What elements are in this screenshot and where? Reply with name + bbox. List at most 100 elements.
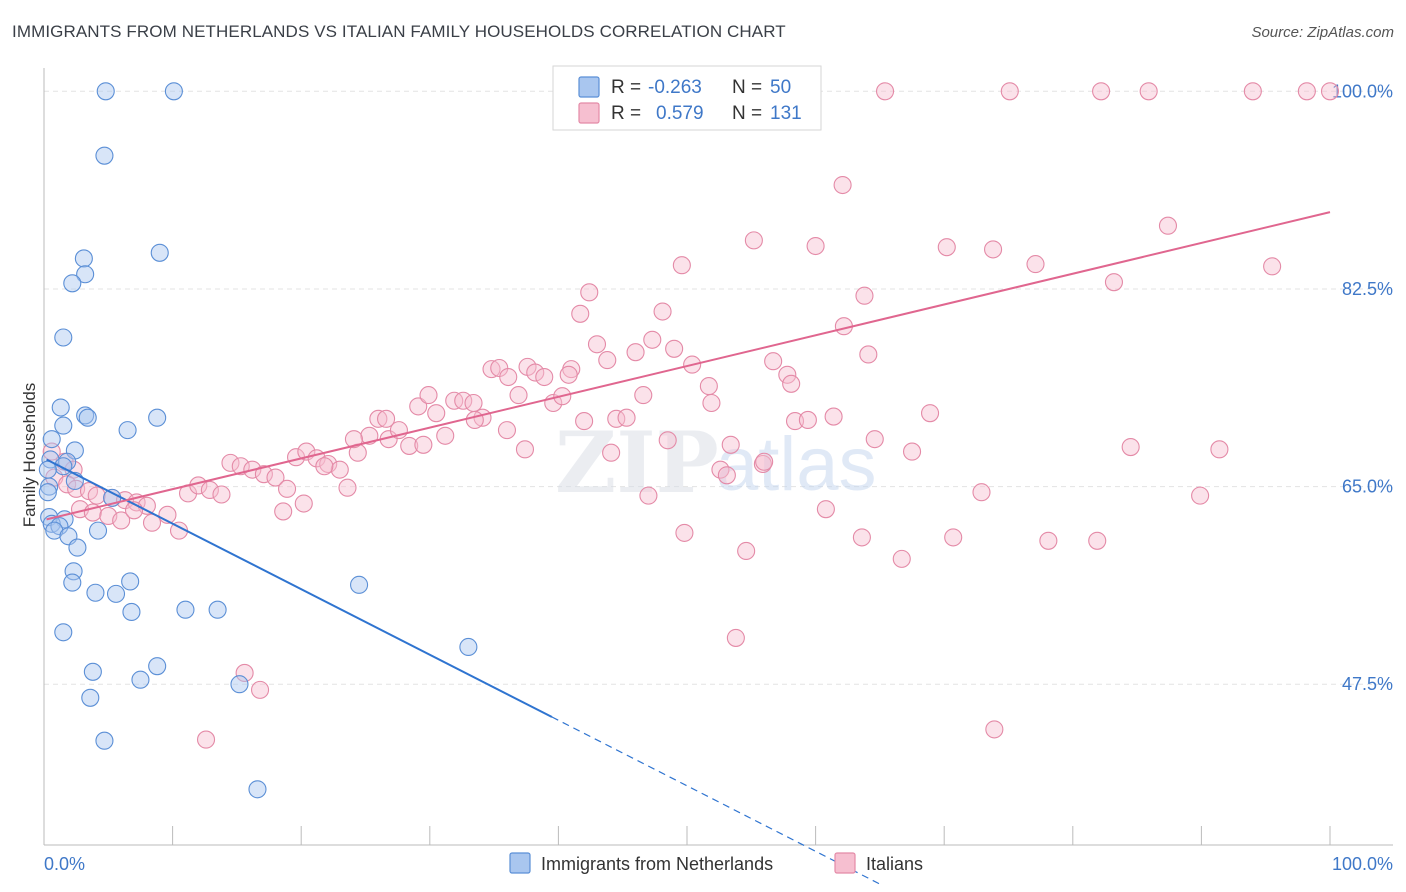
italians-point-112	[1320, 82, 1340, 101]
italians-point-109	[1243, 82, 1262, 101]
italians-point-106	[1121, 438, 1140, 457]
italians-point-78	[726, 628, 745, 647]
italians-point-111	[1297, 82, 1316, 101]
italians-point-121	[414, 435, 433, 454]
italians-point-88	[833, 175, 852, 195]
netherlands-point-13	[118, 421, 137, 440]
italians-point-92	[875, 82, 895, 101]
italians-point-117	[294, 494, 313, 513]
italians-point-75	[702, 393, 721, 413]
italians-point-83	[778, 365, 797, 384]
netherlands-point-0	[96, 82, 115, 101]
stats-legend: R = -0.263 N = 50 R = 0.579 N = 131	[552, 65, 822, 131]
italians-point-61	[580, 283, 599, 302]
italians-point-45	[436, 426, 455, 445]
y-tick-label-0: 47.5%	[1342, 674, 1393, 694]
netherlands-point-48	[95, 731, 114, 750]
italians-point-53	[509, 386, 528, 405]
netherlands-point-12	[54, 416, 73, 435]
italians-point-127	[602, 443, 621, 462]
italians-point-101	[1088, 531, 1107, 550]
x-tick-label-0: 0.0%	[44, 854, 85, 874]
legend-n-value-2: 131	[770, 103, 802, 124]
legend-swatch-pink	[578, 102, 600, 124]
italians-point-99	[1026, 255, 1045, 274]
italians-point-86	[806, 236, 825, 256]
italians-point-80	[744, 231, 763, 250]
trend-line-netherlands	[46, 458, 553, 718]
source-credit: Source: ZipAtlas.com	[1251, 24, 1394, 41]
italians-point-77	[717, 466, 736, 485]
italians-point-91	[859, 345, 878, 364]
netherlands-point-33	[121, 572, 140, 591]
legend-r-label-2: R =	[611, 103, 641, 124]
legend-r-value-1: -0.263	[648, 77, 702, 98]
italians-point-60	[571, 304, 590, 323]
italians-point-25	[231, 457, 250, 476]
italians-point-72	[672, 256, 691, 275]
y-tick-label-3: 100.0%	[1332, 81, 1393, 101]
netherlands-point-3	[150, 243, 169, 262]
italians-point-126	[575, 412, 594, 431]
italians-point-90	[855, 286, 874, 305]
netherlands-point-4	[74, 249, 93, 268]
gridlines	[44, 90, 1393, 685]
italians-point-104	[1139, 82, 1158, 101]
italians-point-100	[1039, 531, 1058, 550]
netherlands-point-2	[95, 146, 114, 165]
netherlands-point-38	[208, 600, 227, 619]
bottom-legend: Immigrants from Netherlands Italians	[509, 852, 923, 874]
series-italians	[42, 82, 1340, 749]
italians-point-68	[643, 330, 662, 349]
italians-point-122	[465, 410, 484, 430]
netherlands-point-34	[63, 573, 82, 592]
netherlands-point-7	[54, 328, 73, 347]
legend-r-label-1: R =	[611, 77, 641, 98]
italians-point-85	[798, 410, 817, 430]
italians-point-107	[1191, 486, 1210, 505]
italians-point-134	[865, 430, 884, 449]
x-tick-label-1: 100.0%	[1332, 854, 1393, 874]
italians-point-94	[902, 442, 922, 461]
italians-point-116	[274, 502, 293, 521]
italians-point-73	[675, 523, 694, 542]
italians-point-38	[369, 409, 388, 428]
italians-point-50	[482, 360, 501, 379]
netherlands-point-45	[131, 670, 150, 689]
italians-point-63	[598, 351, 617, 370]
italians-point-71	[658, 431, 677, 450]
netherlands-point-47	[81, 688, 100, 707]
bottom-legend-swatch-pink	[834, 852, 856, 874]
netherlands-point-37	[176, 600, 195, 619]
italians-point-44	[427, 404, 446, 423]
italians-point-119	[344, 430, 363, 449]
italians-point-102	[1092, 82, 1111, 101]
italians-point-65	[617, 408, 636, 427]
netherlands-point-10	[78, 408, 97, 427]
netherlands-point-5	[76, 265, 95, 284]
italians-point-41	[400, 436, 419, 455]
italians-point-56	[535, 367, 554, 387]
italians-point-108	[1210, 440, 1229, 459]
italians-point-93	[852, 528, 871, 547]
netherlands-point-21	[40, 477, 59, 496]
italians-point-124	[515, 440, 535, 459]
italians-point-23	[212, 485, 231, 504]
watermark-atlas: atlas	[716, 422, 877, 507]
chart-title: IMMIGRANTS FROM NETHERLANDS VS ITALIAN F…	[12, 22, 786, 41]
bottom-legend-label-pink: Italians	[866, 854, 923, 874]
italians-point-79	[737, 541, 756, 561]
legend-n-label-1: N =	[732, 77, 762, 98]
series-immigrants-from-netherlands	[38, 82, 478, 799]
axes	[43, 68, 1393, 846]
italians-point-125	[559, 365, 578, 384]
netherlands-point-46	[230, 675, 249, 694]
italians-point-48	[464, 393, 483, 413]
italians-point-128	[639, 486, 658, 505]
italians-point-97	[985, 720, 1004, 739]
legend-n-label-2: N =	[732, 103, 762, 124]
netherlands-point-6	[63, 274, 82, 293]
italians-point-70	[665, 339, 684, 358]
y-tick-label-2: 82.5%	[1342, 279, 1393, 299]
